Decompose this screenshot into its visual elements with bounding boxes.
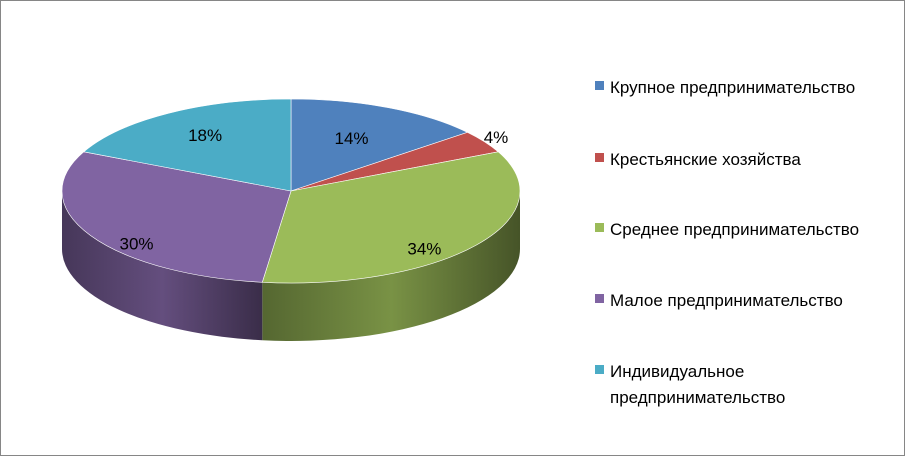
legend-swatch [595, 153, 604, 162]
pie-data-label: 34% [407, 239, 441, 258]
legend-swatch [595, 365, 604, 374]
legend-item: Крестьянские хозяйства [595, 147, 900, 173]
legend-label: Крестьянские хозяйства [610, 150, 801, 169]
legend-label: Крупное предпринимательство [610, 78, 856, 97]
pie-slice-side [262, 191, 520, 342]
legend-item: Индивидуальное предпринимательство [595, 359, 900, 411]
pie-data-label: 30% [119, 235, 153, 254]
pie-slice [290, 98, 469, 192]
pie-chart: 14% 4% 34% 30% 18% [61, 98, 521, 342]
legend-item: Среднее предпринимательство [595, 217, 900, 243]
pie-sides [62, 191, 520, 342]
legend-item: Крупное предпринимательство [595, 75, 900, 101]
legend-label: Среднее предпринимательство [610, 220, 860, 239]
pie-slice-side [62, 191, 263, 341]
legend-swatch [595, 223, 604, 232]
pie-slice [83, 98, 292, 192]
pie-slice [61, 151, 292, 283]
pie-slice [261, 151, 521, 284]
pie-data-label: 4% [484, 128, 509, 147]
legend-swatch [595, 294, 604, 303]
legend-swatch [595, 81, 604, 90]
legend-item: Малое предпринимательство [595, 288, 900, 314]
pie-data-label: 14% [334, 129, 368, 148]
legend-label: Малое предпринимательство [610, 291, 843, 310]
legend-label: Индивидуальное предпринимательство [610, 362, 786, 407]
pie-data-label: 18% [188, 126, 222, 145]
